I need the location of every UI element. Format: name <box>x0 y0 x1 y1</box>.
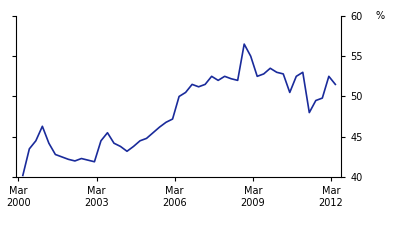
Y-axis label: %: % <box>376 11 385 21</box>
